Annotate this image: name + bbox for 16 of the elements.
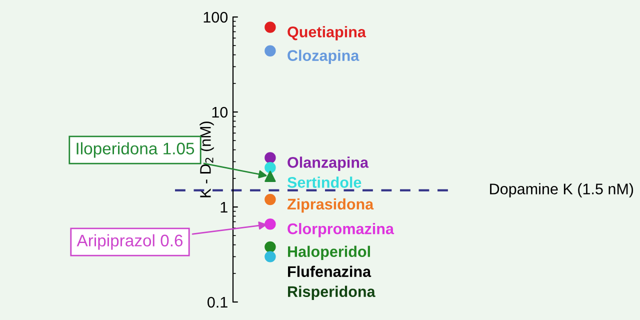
series-label: Olanzapina bbox=[288, 156, 369, 171]
series-label: Clorpromazina bbox=[288, 223, 394, 238]
series-label: Haloperidol bbox=[288, 246, 370, 260]
annotation: Iloperidona 1.05 bbox=[76, 142, 194, 158]
series-label: Sertindole bbox=[287, 176, 362, 188]
annotation: Aripiprazol 0.6 bbox=[76, 234, 183, 250]
y-tick-label: 1 bbox=[220, 202, 228, 213]
y-tick-label: 10 bbox=[212, 106, 228, 118]
y-tick-label: 0.1 bbox=[208, 296, 228, 308]
ref-line-label: Dopamine K (1.5 nM) bbox=[490, 183, 634, 198]
legend-label: Flufenazina bbox=[288, 266, 372, 278]
series-label: Ziprasidona bbox=[287, 198, 374, 213]
series-label: Quetiapina bbox=[288, 26, 366, 40]
series-label: Clozapina bbox=[288, 50, 360, 64]
y-tick-label: 100 bbox=[204, 12, 228, 23]
legend-label: Risperidona bbox=[288, 286, 376, 300]
